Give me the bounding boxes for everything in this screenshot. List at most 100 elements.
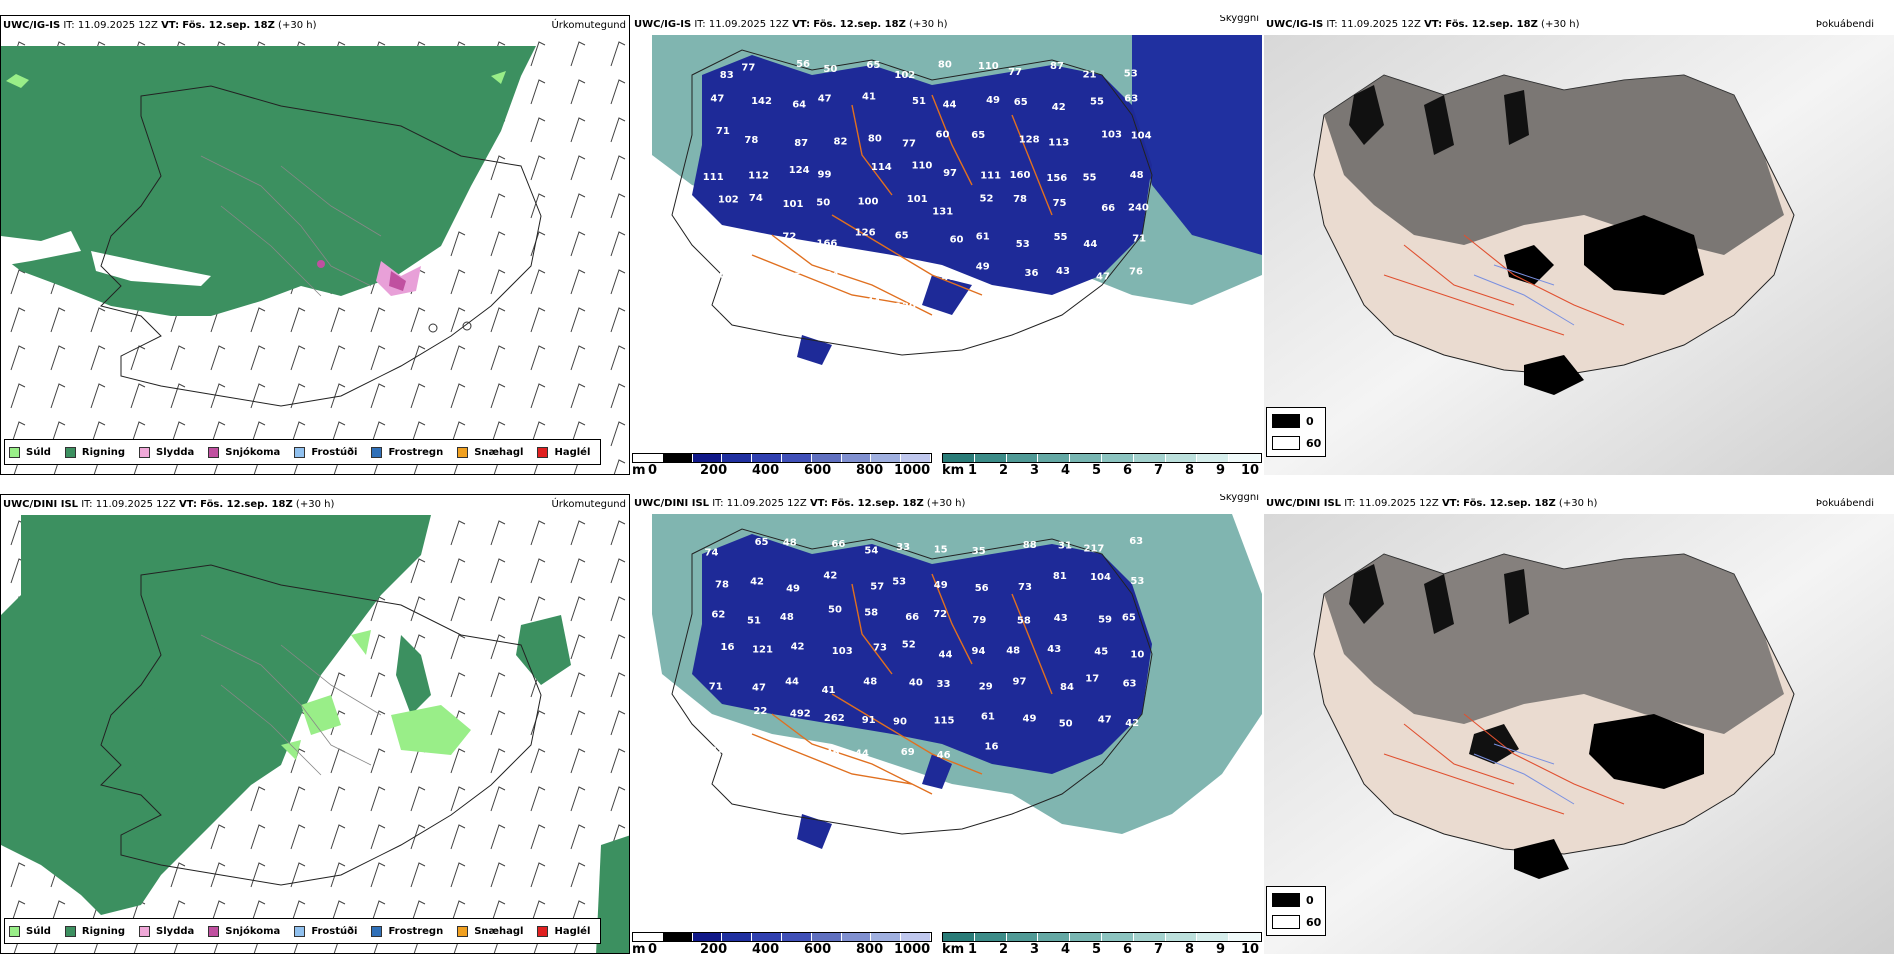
cloud-top-label: 104 [1131,131,1152,142]
cloud-top-label: 74 [753,235,767,246]
visibility-colorbar-bar [942,932,1262,942]
model-name: UWC/DINI ISL [1266,498,1342,509]
visibility-colorbar: km 1 2 3 4 5 6 7 8 9 10 [942,914,1262,954]
legend-item: Haglél [537,446,590,458]
legend-item: Snjókoma [208,446,280,458]
model-name: UWC/IG-IS [3,20,61,31]
cloud-top-label: 16 [985,741,999,752]
cloud-top-label: 69 [901,747,915,758]
legend-swatch [208,446,220,458]
cloud-top-label: 492 [790,708,811,719]
lead-time: (+30 h) [278,20,317,31]
cloud-top-label: 142 [751,96,772,107]
legend-swatch [64,446,76,458]
cloud-top-label: 66 [1101,203,1115,214]
cloud-top-label: 41 [822,685,836,696]
cloud-top-label: 22 [753,706,767,717]
legend-swatch [9,446,20,458]
lead-time: (+30 h) [295,499,335,510]
legend-swatch [294,925,306,937]
cloud-top-label: 65 [866,60,880,71]
cloud-top-label: 43 [1054,613,1068,624]
model-name: UWC/IG-IS [634,19,692,30]
cloud-top-label: 66 [905,612,919,623]
cloud-top-label: 100 [858,196,879,207]
cloud-top-label: 41 [786,308,800,319]
visibility-map: 74 65 48 66 54 33 15 35 88 31 217 63 78 42 49 42 57 53 49 5… [652,514,1262,849]
precip-map [1,36,629,474]
legend-item: Snæhagl [457,925,523,937]
cloud-top-label: 65 [895,231,909,242]
legend-swatch [1272,915,1300,929]
cloud-top-label: 35 [972,546,986,557]
legend-item: Haglél [537,925,590,937]
cloud-legend: 0 60 [1266,886,1326,936]
cloud-top-label: 131 [932,206,953,217]
cloud-top-label: 49 [1023,713,1037,724]
cloud-top-label: 52 [902,640,916,651]
cloud-top-label: 47 [710,94,724,105]
valid-time: Fös. 12.sep. 18Z [182,20,275,31]
cloud-panel-bottom: UWC/DINI ISL IT: 11.09.2025 12Z VT: Fös.… [1264,494,1894,954]
cloud-top-label: 71 [709,682,723,693]
cloud-top-label: 44 [939,650,953,661]
cloud-top-label: 36 [1025,268,1039,279]
cloud-legend-item: 0 [1272,893,1314,907]
cloud-top-label: 240 [1128,203,1149,214]
cloud-top-label: 63 [1129,536,1143,547]
cloud-top-label: 48 [1006,646,1020,657]
init-time: 11.09.2025 12Z [1358,498,1439,509]
cloud-top-label: 97 [1013,677,1027,688]
cloud-top-label: 99 [818,169,832,180]
cloud-top-label: 41 [862,92,876,103]
legend-swatch [139,925,151,937]
cloud-top-label: 52 [980,194,994,205]
cloud-top-label: 36 [828,297,842,308]
legend-item: Frostúði [294,925,357,937]
cloud-top-label: 72 [933,609,947,620]
cloud-top-label: 65 [1122,612,1136,623]
cloud-top-label: 48 [783,537,797,548]
panel-title: Þokuábendi [1815,19,1874,30]
cloud-top-label: 54 [864,545,878,556]
cloud-top-label: 75 [1053,198,1067,209]
panel-header: UWC/DINI ISL IT: 11.09.2025 12Z VT: Fös.… [632,494,1262,514]
cloud-top-label: 40 [909,678,923,689]
cloud-legend-item: 60 [1272,915,1321,929]
cloud-top-label: 73 [873,642,887,653]
legend-item: Snjókoma [208,925,280,937]
cloud-top-label: 31 [1058,541,1072,552]
cloud-top-label: 46 [826,748,840,759]
cloud-top-label: 121 [752,645,773,656]
cloud-top-label: 117 [740,300,761,311]
cloud-top-label: 63 [1123,679,1137,690]
cloud-top-label: 60 [719,270,733,281]
cloud-top-label: 74 [705,548,719,559]
cloud-top-label: 87 [794,138,808,149]
cloud-top-label: 112 [748,171,769,182]
cloud-top-labels: 83 77 56 50 65 102 80 110 77 87 21 53 47 142 64 47 41 51 4… [703,59,1152,319]
cloud-top-label: 44 [867,297,881,308]
cloud-top-label: 72 [782,231,796,242]
visibility-colorbar-bar [942,453,1262,463]
cloud-top-label: 94 [972,646,986,657]
legend-swatch [208,925,220,937]
cloud-top-label: 58 [864,607,878,618]
cloud-top-label: 111 [980,171,1001,182]
visibility-panel-bottom: UWC/DINI ISL IT: 11.09.2025 12Z VT: Fös.… [632,494,1262,954]
legend-swatch [457,446,469,458]
cloud-top-label: 77 [902,139,916,150]
cloud-top-label: 15 [934,545,948,556]
cloud-top-label: 101 [783,199,804,210]
init-time: 11.09.2025 12Z [1340,19,1421,30]
cloud-top-label: 87 [1050,61,1064,72]
cloud-top-label: 80 [902,274,916,285]
visibility-map: 83 77 56 50 65 102 80 110 77 87 21 53 47 142 64 47 41 51 4… [652,35,1262,365]
panel-title: Skyggni [1219,494,1259,503]
cloud-top-label: 56 [975,583,989,594]
legend-item: Súld [9,446,51,458]
model-name: UWC/DINI ISL [3,499,79,510]
cloud-top-label: 124 [789,165,810,176]
cloud-top-label: 61 [976,232,990,243]
legend-swatch [9,925,20,937]
